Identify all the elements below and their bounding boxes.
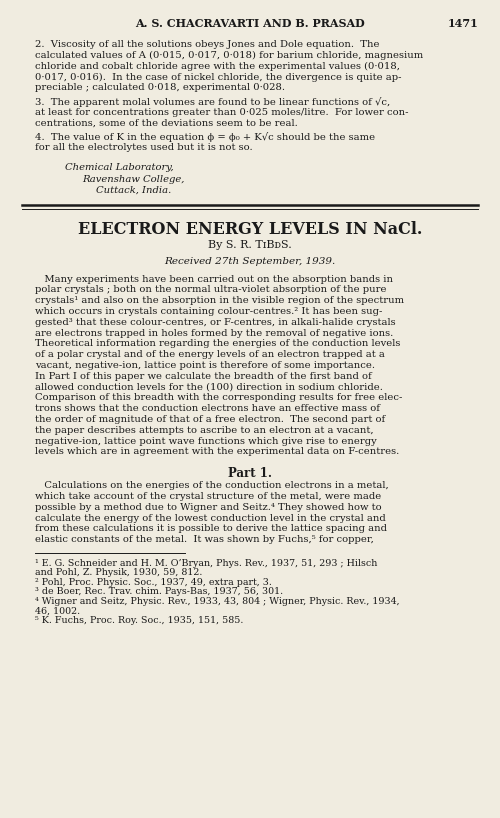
Text: crystals¹ and also on the absorption in the visible region of the spectrum: crystals¹ and also on the absorption in … [35, 296, 404, 305]
Text: 4.  The value of K in the equation ϕ = ϕ₀ + K√c should be the same: 4. The value of K in the equation ϕ = ϕ₀… [35, 133, 375, 142]
Text: allowed conduction levels for the (100) direction in sodium chloride.: allowed conduction levels for the (100) … [35, 383, 383, 392]
Text: calculate the energy of the lowest conduction level in the crystal and: calculate the energy of the lowest condu… [35, 514, 386, 523]
Text: Part 1.: Part 1. [228, 467, 272, 480]
Text: polar crystals ; both on the normal ultra-violet absorption of the pure: polar crystals ; both on the normal ultr… [35, 285, 387, 294]
Text: ¹ E. G. Schneider and H. M. O’Bryan, ​Phys. Rev.​, 1937, ​51​, 293 ; Hilsch: ¹ E. G. Schneider and H. M. O’Bryan, ​Ph… [35, 559, 378, 568]
Text: Many experiments have been carried out on the absorption bands in: Many experiments have been carried out o… [35, 275, 393, 284]
Text: the paper describes attempts to ascribe to an electron at a vacant,: the paper describes attempts to ascribe … [35, 425, 374, 434]
Text: preciable ; calculated 0·018, experimental 0·028.: preciable ; calculated 0·018, experiment… [35, 83, 285, 92]
Text: ² Pohl, ​Proc. Physic. Soc.​, 1937, ​49​, extra part, 3.: ² Pohl, ​Proc. Physic. Soc.​, 1937, ​49​… [35, 578, 272, 587]
Text: Theoretical information regarding the energies of the conduction levels: Theoretical information regarding the en… [35, 339, 401, 348]
Text: 1471: 1471 [448, 18, 478, 29]
Text: trons shows that the conduction electrons have an effective mass of: trons shows that the conduction electron… [35, 404, 380, 413]
Text: negative-ion, lattice point wave functions which give rise to energy: negative-ion, lattice point wave functio… [35, 437, 377, 446]
Text: Comparison of this breadth with the corresponding results for free elec-: Comparison of this breadth with the corr… [35, 393, 403, 402]
Text: ELECTRON ENERGY LEVELS IN NaCl.: ELECTRON ENERGY LEVELS IN NaCl. [78, 221, 422, 237]
Text: A. S. CHACRAVARTI AND B. PRASAD: A. S. CHACRAVARTI AND B. PRASAD [135, 18, 365, 29]
Text: which take account of the crystal structure of the metal, were made: which take account of the crystal struct… [35, 492, 382, 501]
Text: Chemical Laboratory,: Chemical Laboratory, [65, 163, 174, 172]
Text: ​46​, 1002.: ​46​, 1002. [35, 606, 80, 615]
Text: ⁴ Wigner and Seitz, ​Physic. Rev.​, 1933, ​43​, 804 ; Wigner, ​Physic. Rev.​, 19: ⁴ Wigner and Seitz, ​Physic. Rev.​, 1933… [35, 597, 400, 606]
Text: at least for concentrations greater than 0·025 moles/litre.  For lower con-: at least for concentrations greater than… [35, 108, 408, 117]
Text: centrations, some of the deviations seem to be real.: centrations, some of the deviations seem… [35, 119, 298, 128]
Text: which occurs in crystals containing colour-centres.² It has been sug-: which occurs in crystals containing colo… [35, 307, 383, 316]
Text: elastic constants of the metal.  It was shown by Fuchs,⁵ for copper,: elastic constants of the metal. It was s… [35, 535, 374, 544]
Text: and Pohl, ​Z. Physik​, 1930, ​59​, 812.: and Pohl, ​Z. Physik​, 1930, ​59​, 812. [35, 569, 202, 578]
Text: 3.  The apparent molal volumes are found to be linear functions of √c,: 3. The apparent molal volumes are found … [35, 97, 390, 107]
Text: the order of magnitude of that of a free electron.  The second part of: the order of magnitude of that of a free… [35, 415, 385, 424]
Text: gested³ that these colour-centres, or F-centres, in alkali-halide crystals: gested³ that these colour-centres, or F-… [35, 317, 396, 326]
Text: Ravenshaw College,: Ravenshaw College, [82, 174, 184, 183]
Text: vacant, negative-ion, lattice point is therefore of some importance.: vacant, negative-ion, lattice point is t… [35, 361, 375, 370]
Text: from these calculations it is possible to derive the lattice spacing and: from these calculations it is possible t… [35, 524, 387, 533]
Text: In Part I of this paper we calculate the breadth of the first band of: In Part I of this paper we calculate the… [35, 371, 372, 380]
Text: 2.  Viscosity of all the solutions obeys Jones and Dole equation.  The: 2. Viscosity of all the solutions obeys … [35, 40, 380, 49]
Text: Calculations on the energies of the conduction electrons in a metal,: Calculations on the energies of the cond… [35, 481, 389, 490]
Text: levels which are in agreement with the experimental data on F-centres.: levels which are in agreement with the e… [35, 447, 399, 456]
Text: chloride and cobalt chloride agree with the experimental values (0·018,: chloride and cobalt chloride agree with … [35, 61, 400, 70]
Text: of a polar crystal and of the energy levels of an electron trapped at a: of a polar crystal and of the energy lev… [35, 350, 385, 359]
Text: ³ de Boer, ​Rec. Trav. chim. Pays-Bas​, 1937, ​56​, 301.: ³ de Boer, ​Rec. Trav. chim. Pays-Bas​, … [35, 587, 283, 596]
Text: calculated values of A (0·015, 0·017, 0·018) for barium chloride, magnesium: calculated values of A (0·015, 0·017, 0·… [35, 51, 423, 60]
Text: By S. R. TɪBᴅS.: By S. R. TɪBᴅS. [208, 240, 292, 250]
Text: 0·017, 0·016).  In the case of nickel chloride, the divergence is quite ap-: 0·017, 0·016). In the case of nickel chl… [35, 73, 402, 82]
Text: are electrons trapped in holes formed by the removal of negative ions.: are electrons trapped in holes formed by… [35, 329, 393, 338]
Text: ⁵ K. Fuchs, ​Proc. Roy. Soc.​, 1935, ​151​, 585.: ⁵ K. Fuchs, ​Proc. Roy. Soc.​, 1935, ​15… [35, 616, 244, 625]
Text: for all the electrolytes used but it is not so.: for all the electrolytes used but it is … [35, 143, 252, 152]
Text: Received 27th September, 1939.: Received 27th September, 1939. [164, 257, 336, 266]
Text: possible by a method due to Wigner and Seitz.⁴ They showed how to: possible by a method due to Wigner and S… [35, 503, 382, 512]
Text: Cuttack, India.: Cuttack, India. [96, 186, 171, 195]
